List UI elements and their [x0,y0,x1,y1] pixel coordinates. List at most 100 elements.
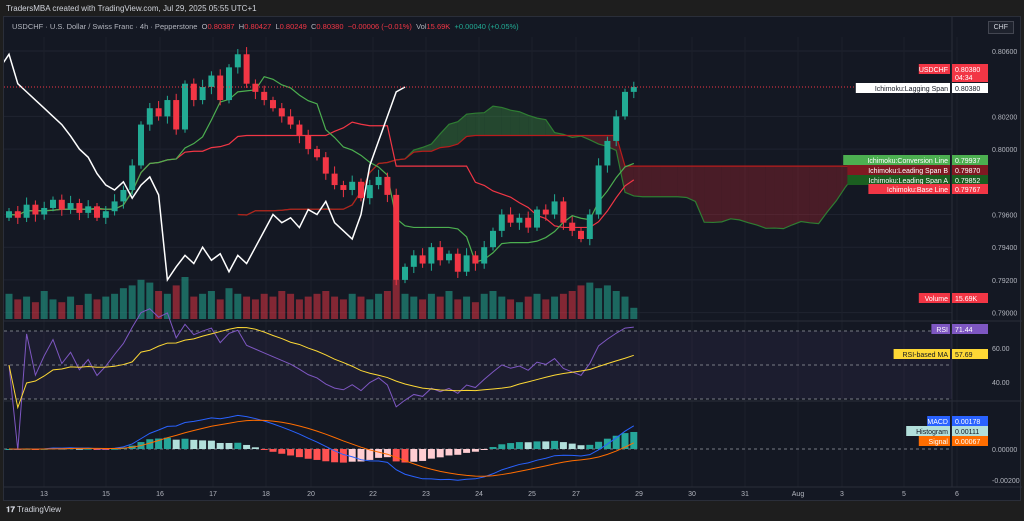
candle-body [296,124,303,137]
label-usdchf-name: USDCHF [919,67,948,74]
candle-body [446,253,452,261]
ichimoku-cloud [484,106,493,136]
histogram-bar [216,442,224,449]
histogram-bar [313,449,321,460]
ichimoku-cloud [677,166,687,198]
volume-bar [612,291,620,319]
candle-body [516,217,523,223]
volume-bar [568,291,576,319]
candle-body [428,247,435,264]
ichimoku-cloud [792,166,801,225]
candle-body [234,54,241,68]
volume-bar [102,296,110,319]
price-tick: 0.80000 [992,147,1017,154]
candle-body [252,83,259,92]
volume-bar [366,299,374,319]
ichimoku-cloud [695,166,705,223]
currency-button[interactable]: CHF [987,21,1014,34]
histogram-bar [445,449,453,456]
candle-body [305,136,312,150]
label-ichimoku-leading-span-a-bg [847,175,950,185]
histogram-bar [155,438,163,449]
ichimoku-cloud [660,166,669,197]
rsi-tick: 40.00 [992,380,1010,387]
volume-bar [199,293,207,319]
histogram-bar [621,433,629,449]
candle-body [138,124,144,166]
ichimoku-cloud [686,166,696,202]
ichimoku-cloud [818,166,828,224]
rsi-ma-label: RSI-based MA 57.69 [893,349,988,359]
volume-bar [542,299,550,319]
histogram-bar [295,449,303,458]
ichimoku-cloud [730,166,740,220]
candle-body [50,199,56,208]
label-ichimoku-lagging-span-name: Ichimoku:Lagging Span [875,86,948,93]
candle-body [525,217,532,228]
histogram-bar [207,440,215,449]
volume-bar [14,299,22,319]
histogram-bar [559,442,567,449]
histogram-bar [392,449,400,462]
candle-body [278,108,285,117]
low-value: 0.80249 [279,22,307,31]
label-usdchf-value: 0.80380 [955,67,980,74]
volume-bar [304,296,312,319]
volume-bar [128,285,136,319]
histogram-bar [427,449,435,459]
ichimoku-cloud [721,166,731,222]
histogram-bar [234,442,242,449]
volume-bar [392,279,400,319]
ichimoku-cloud [589,135,599,145]
histogram-bar [304,449,312,459]
histogram-bar [630,431,638,449]
volume-bar [533,293,541,319]
volume-bar [313,293,321,319]
label-ichimoku-base-line-value: 0.79767 [955,187,980,194]
histogram-bar [524,442,532,449]
price-tick: 0.80200 [992,114,1017,121]
chart-area[interactable]: 0.80600 0.80200 0.80000 0.79600 0.79400 0.792… [3,16,1022,502]
ichimoku-cloud [704,166,713,223]
ichimoku-cloud [748,166,757,226]
ichimoku-cloud [757,166,766,229]
histogram-bar [75,448,83,450]
volume-bar [603,285,611,319]
candle-body [630,86,637,92]
histogram-bar [533,441,541,449]
volume-change: +0.00040 (+0.05%) [454,22,519,31]
symbol-description: USDCHF · U.S. Dollar / Swiss Franc · 4h … [12,22,198,31]
candle-body [32,204,39,215]
price-tick: 0.79600 [992,213,1017,220]
candle-body [578,230,584,240]
macd-label-name: MACD [927,419,948,426]
volume-bar [427,293,435,319]
rsi-tick: 60.00 [992,346,1010,353]
label-ichimoku-leading-span-a-value-bg [952,175,988,185]
candle-body [85,206,92,213]
time-tick: 3 [840,491,844,498]
chart-canvas[interactable]: 0.80600 0.80200 0.80000 0.79600 0.79400 0.792… [4,17,1022,502]
candle-body [314,149,320,158]
volume-bar [278,291,286,319]
histogram-bar [172,439,180,449]
histogram-bar [515,442,523,449]
volume-bar [515,302,523,319]
volume-bar [172,285,180,319]
label-ichimoku-lagging-span: Ichimoku:Lagging Span 0.80380 [855,83,988,93]
label-ichimoku-conversion-line: Ichimoku:Conversion Line 0.79937 [843,155,988,165]
brand-text: TradingView [16,505,62,514]
candle-body [604,140,611,166]
histogram-bar [480,449,488,450]
label-volume: Volume 15.69K [918,293,988,303]
volume-bar [322,291,330,319]
histogram-bar [366,449,374,460]
volume-bar [375,293,383,319]
volume-bar [383,291,391,319]
candle-body [199,86,206,101]
volume-bar [40,291,48,319]
volume-bar [111,293,119,319]
price-tick: 0.79200 [992,278,1017,285]
histogram-bar [489,447,497,449]
candle-body [164,100,171,117]
